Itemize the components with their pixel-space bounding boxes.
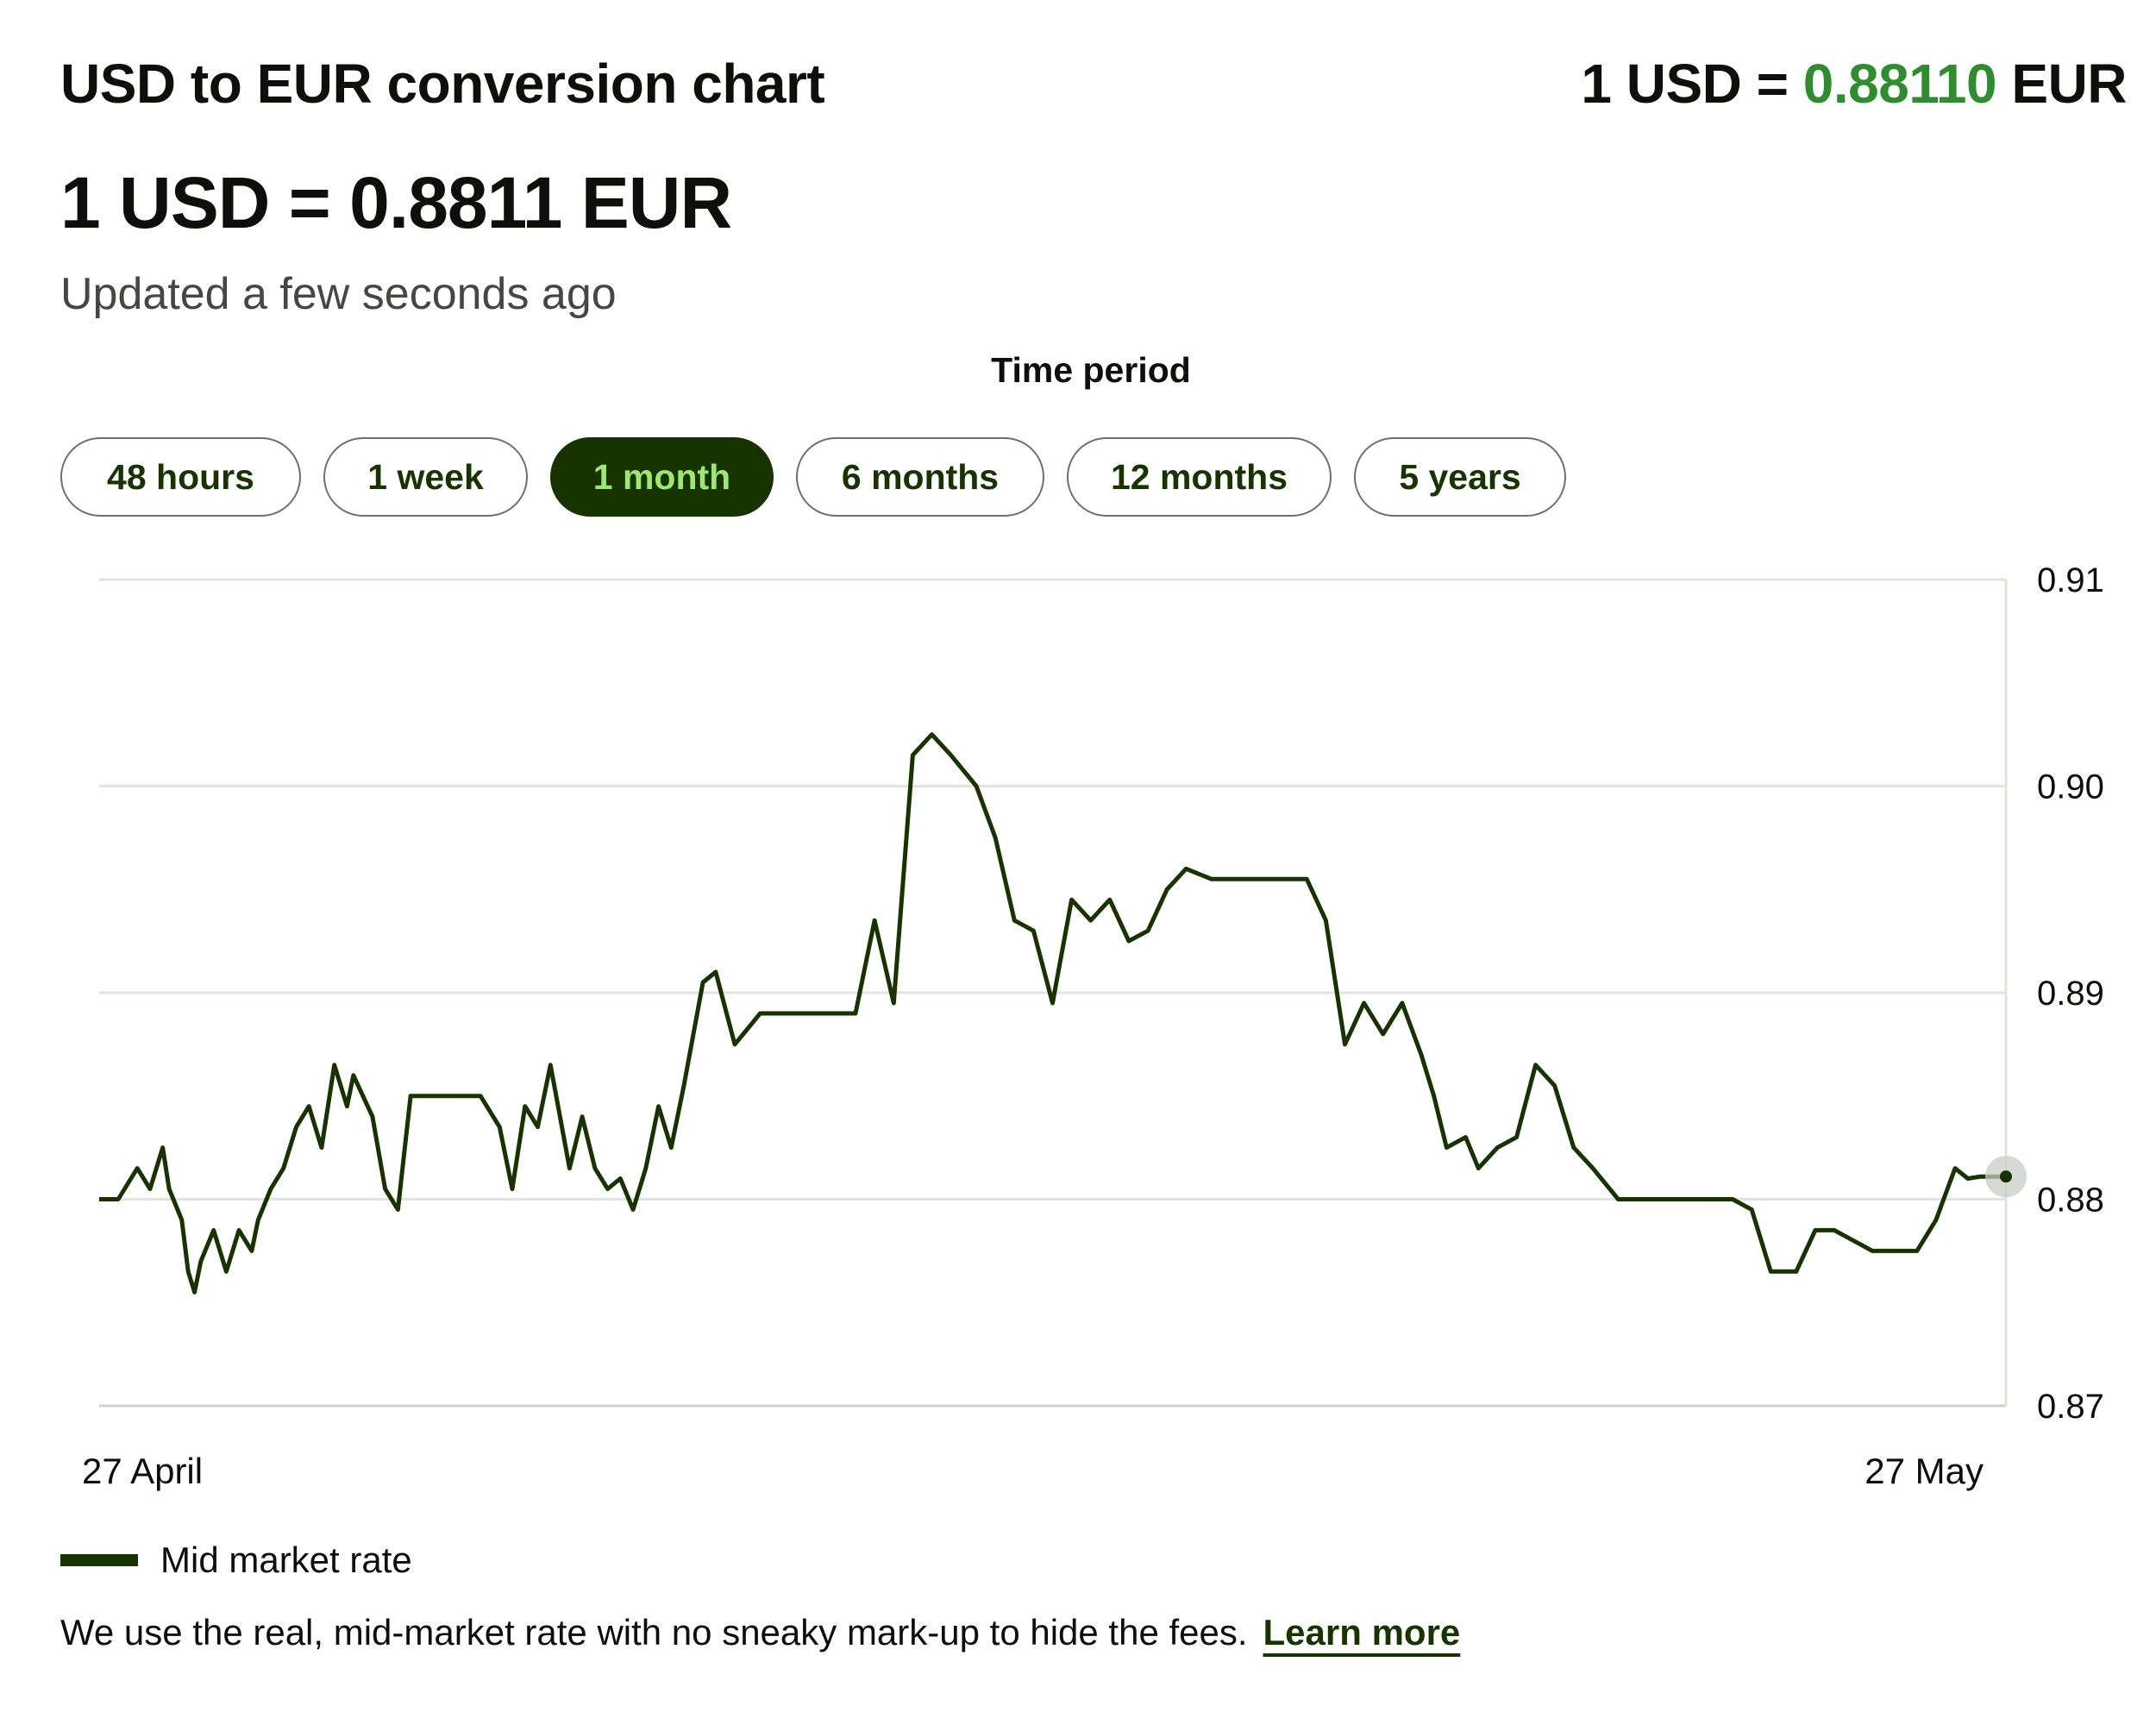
x-tick-label-end: 27 May xyxy=(1865,1451,1984,1491)
rate-value: 0.88110 xyxy=(1802,53,1997,115)
period-1-week-button[interactable]: 1 week xyxy=(323,437,528,517)
series-line-mid-market-rate xyxy=(99,732,2006,1295)
y-tick-label: 0.90 xyxy=(2037,768,2104,806)
footer-note: We use the real, mid-market rate with no… xyxy=(60,1612,1460,1653)
legend-label: Mid market rate xyxy=(160,1540,412,1580)
y-tick-label: 0.89 xyxy=(2037,975,2104,1013)
period-5-years-button[interactable]: 5 years xyxy=(1354,437,1566,517)
updated-timestamp: Updated a few seconds ago xyxy=(60,269,617,319)
page-title: USD to EUR conversion chart xyxy=(60,53,825,115)
footer-note-text: We use the real, mid-market rate with no… xyxy=(60,1612,1248,1652)
x-tick-label-start: 27 April xyxy=(82,1451,203,1491)
y-tick-label: 0.88 xyxy=(2037,1182,2104,1220)
time-period-selector: 48 hours 1 week 1 month 6 months 12 mont… xyxy=(60,437,1566,517)
current-point[interactable] xyxy=(2000,1170,2012,1183)
period-1-month-button[interactable]: 1 month xyxy=(550,437,774,517)
y-tick-label: 0.91 xyxy=(2037,561,2104,599)
rate-line-chart[interactable]: 0.87 0.88 0.89 0.90 0.91 27 April 27 May xyxy=(0,543,2156,1518)
rate-headline: 1 USD = 0.8811 EUR xyxy=(60,162,732,243)
learn-more-link[interactable]: Learn more xyxy=(1263,1612,1461,1652)
rate-prefix: 1 USD = xyxy=(1581,53,1803,115)
current-rate-header: 1 USD = 0.88110 EUR xyxy=(1581,52,2127,116)
y-tick-label: 0.87 xyxy=(2037,1388,2104,1426)
period-48-hours-button[interactable]: 48 hours xyxy=(60,437,301,517)
chart-legend: Mid market rate xyxy=(60,1540,412,1581)
legend-swatch xyxy=(60,1554,138,1566)
period-12-months-button[interactable]: 12 months xyxy=(1067,437,1332,517)
rate-suffix: EUR xyxy=(1996,53,2127,115)
period-6-months-button[interactable]: 6 months xyxy=(796,437,1044,517)
time-period-label: Time period xyxy=(991,350,1191,390)
